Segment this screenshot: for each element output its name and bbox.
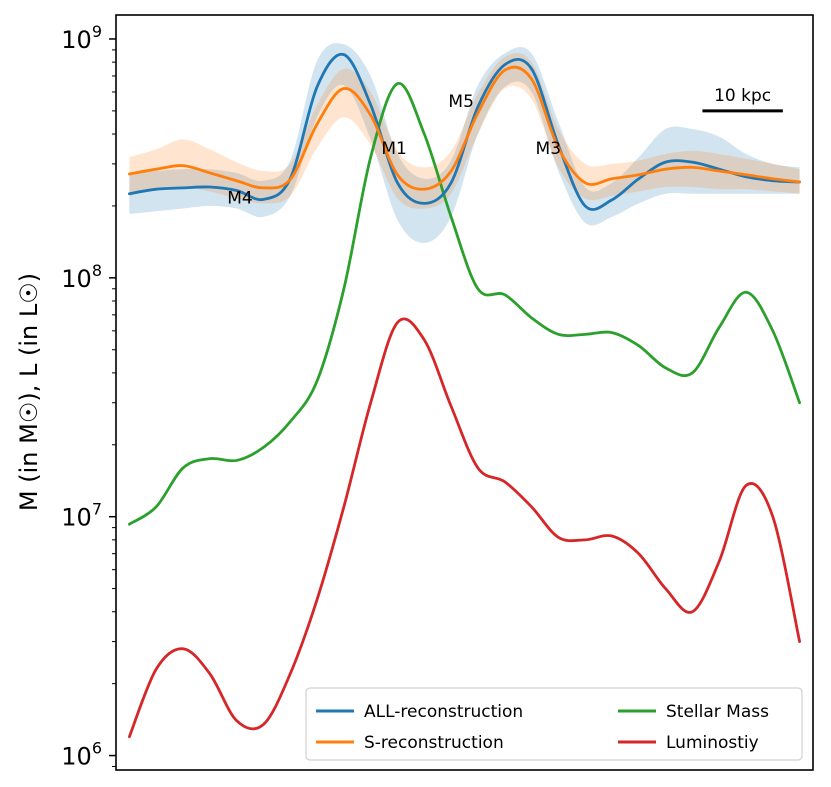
y-axis-label: M (in M☉), L (in L☉) <box>15 273 43 511</box>
legend-label-stellar-mass: Stellar Mass <box>666 702 769 722</box>
annotation-m5: M5 <box>448 92 473 112</box>
y-tick-label: 109 <box>61 22 102 54</box>
annotation-m4: M4 <box>227 188 252 208</box>
scale-bar: 10 kpc <box>702 86 783 113</box>
line-stellar-mass <box>128 82 801 526</box>
legend-label-s-reconstruction: S-reconstruction <box>364 733 504 753</box>
annotation-m3: M3 <box>536 139 561 159</box>
series-lines <box>128 52 801 739</box>
line-all-reconstruction <box>128 52 801 211</box>
scale-bar-label: 10 kpc <box>714 86 771 106</box>
legend-label-luminostiy: Luminostiy <box>666 733 759 753</box>
y-axis-ticks: 106 107 108 109 <box>61 22 116 771</box>
line-luminostiy <box>128 317 801 739</box>
legend-box <box>305 687 803 761</box>
annotations: M1 M5 M3 M4 <box>227 92 561 209</box>
y-tick-label: 106 <box>61 739 102 771</box>
legend-label-all-reconstruction: ALL-reconstruction <box>364 702 523 722</box>
legend: ALL-reconstruction S-reconstruction Stella… <box>305 687 803 761</box>
y-tick-label: 107 <box>61 500 102 532</box>
annotation-m1: M1 <box>381 139 406 159</box>
y-tick-label: 108 <box>61 261 102 293</box>
line-s-reconstruction <box>128 65 801 191</box>
axes-frame <box>115 14 814 771</box>
